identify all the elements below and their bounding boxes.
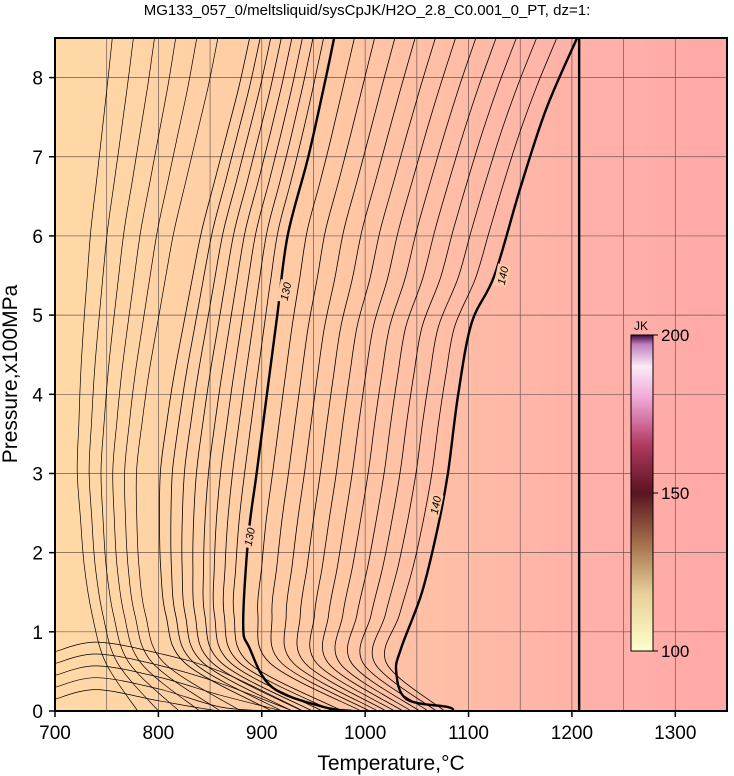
y-tick-label: 4 [32,385,43,406]
thin-contour-line [55,689,262,711]
contour-label-bg [493,263,511,288]
x-tick-label: 1000 [344,723,386,744]
thin-contour-line [384,38,558,711]
x-tick-label: 1100 [448,723,489,744]
x-axis: 700 800 900 1000 1100 1200 1300 [39,711,696,744]
x-tick-label: 1300 [654,723,696,744]
thin-contour-line [100,38,180,711]
thin-contour-line [371,38,537,711]
contour-label-bg [276,279,294,304]
y-axis: 0 1 2 3 4 5 6 7 8 [32,69,55,723]
thin-contour-line [55,677,273,711]
thin-contour-line [55,641,304,711]
x-tick-label: 800 [143,723,175,744]
thin-contour-line [76,38,138,711]
y-tick-label: 5 [32,306,43,327]
thin-contour-line [283,38,396,711]
y-tick-label: 1 [32,623,43,644]
colorbar-tick-label: 150 [661,484,689,503]
colorbar-ticks: 100 150 200 [653,326,689,661]
thin-contour-line [334,38,477,711]
x-axis-title: Temperature,°C [317,752,464,775]
contour-140 [394,38,579,711]
y-tick-label: 7 [32,148,43,169]
colorbar: JK 100 150 200 [630,319,689,661]
thin-contour-line [222,38,333,711]
contour-label: 140 [429,494,445,515]
bold-contours [241,38,581,711]
contour-130 [241,38,353,711]
colorbar-tick-label: 200 [661,326,689,345]
colorbar-tick-label: 100 [661,642,689,661]
thin-contour-line [135,38,242,711]
thin-contour-line [309,38,436,711]
thin-contour-line [232,38,343,711]
x-tick-label: 700 [39,723,71,744]
contour-label-bg [240,524,258,549]
thin-contour-line [347,38,497,711]
contour-label-bg [426,492,444,518]
thin-contour-line [212,38,323,711]
thin-contour-line [192,38,303,711]
y-tick-label: 8 [32,69,43,90]
colorbar-unit: JK [634,319,648,333]
y-tick-label: 2 [32,544,43,565]
thin-contours [55,38,558,711]
thin-contour-line [270,38,375,711]
thin-contour-line [88,38,159,711]
thin-contour-line [322,38,456,711]
contour-label: 130 [279,280,295,301]
thin-contour-line [55,653,293,711]
thin-contour-line [170,38,283,711]
y-tick-label: 6 [32,227,43,248]
x-tick-label: 900 [246,723,278,744]
thin-contour-line [55,665,283,711]
thin-contour-line [112,38,200,711]
thin-contour-line [257,38,362,711]
x-tick-label: 1200 [551,723,593,744]
plot-area [55,38,727,711]
thin-contour-line [181,38,293,711]
contour-label: 130 [243,526,259,547]
thin-contour-line [124,38,221,711]
contour-labels: 130 130 140 140 [240,263,512,549]
contour-label: 140 [496,265,512,286]
thin-contour-line [296,38,416,711]
colorbar-ramp [630,334,654,652]
y-tick-label: 0 [32,702,43,723]
y-tick-label: 3 [32,464,43,485]
plot-frame [54,37,728,712]
y-axis-title: Pressure,x100MPa [0,284,22,463]
thin-contour-line [159,38,273,711]
thin-contour-line [359,38,517,711]
chart-title: MG133_057_0/meltsliquid/sysCpJK/H2O_2.8_… [144,2,591,19]
thin-contour-line [202,38,313,711]
